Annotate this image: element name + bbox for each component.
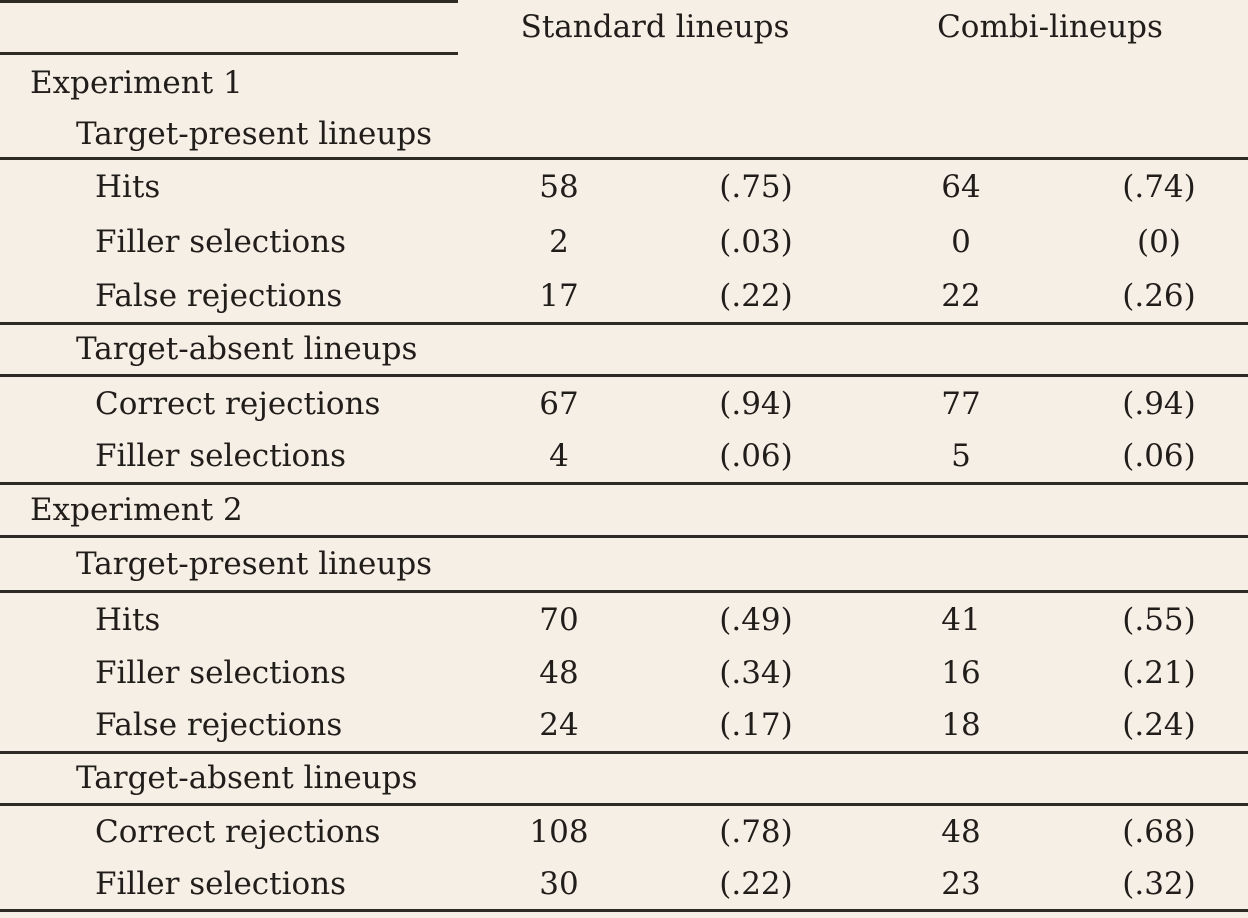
cell-standard-proportion: (.22) <box>719 277 793 314</box>
cell-combi-count: 48 <box>941 814 981 850</box>
cell-standard-count: 58 <box>539 169 579 205</box>
cell-standard-proportion: (.03) <box>719 224 793 260</box>
table-row-subsection: Target-present lineups <box>0 112 1248 160</box>
table-row-section: Experiment 1 <box>0 55 1248 112</box>
cell-standard-proportion: (.75) <box>719 169 793 205</box>
stub-header-cell <box>0 0 458 55</box>
column-header-combi-lineups: Combi-lineups <box>937 9 1163 45</box>
cell-combi-proportion: (.32) <box>1122 865 1196 902</box>
cell-standard-count: 108 <box>529 814 589 850</box>
subsection-label: Target-present lineups <box>76 545 433 582</box>
cell-combi-count: 22 <box>941 277 981 314</box>
table-header-row: Standard lineups Combi-lineups <box>0 0 1248 55</box>
row-label: Filler selections <box>95 224 347 260</box>
cell-combi-proportion: (.55) <box>1122 601 1196 638</box>
table-row: False rejections 24 (.17) 18 (.24) <box>0 700 1248 754</box>
subsection-label: Target-present lineups <box>76 116 433 152</box>
cell-standard-count: 2 <box>549 224 569 260</box>
row-label: Filler selections <box>95 655 347 691</box>
cell-combi-count: 41 <box>941 601 981 638</box>
cell-combi-count: 16 <box>941 655 981 691</box>
table-row-section: Experiment 2 <box>0 485 1248 538</box>
cell-standard-proportion: (.17) <box>719 707 793 743</box>
row-label: Filler selections <box>95 865 347 902</box>
cell-standard-count: 67 <box>539 385 579 422</box>
row-label: False rejections <box>95 277 343 314</box>
cell-standard-proportion: (.49) <box>719 601 793 638</box>
cell-combi-count: 64 <box>941 169 981 205</box>
table-row: Filler selections 48 (.34) 16 (.21) <box>0 647 1248 700</box>
cell-standard-proportion: (.94) <box>719 385 793 422</box>
subsection-label: Target-absent lineups <box>76 331 418 367</box>
cell-standard-proportion: (.22) <box>719 865 793 902</box>
cell-standard-count: 48 <box>539 655 579 691</box>
section-label: Experiment 1 <box>30 65 243 101</box>
row-label: False rejections <box>95 707 343 743</box>
table-row: False rejections 17 (.22) 22 (.26) <box>0 270 1248 325</box>
table-row: Correct rejections 108 (.78) 48 (.68) <box>0 806 1248 859</box>
cell-combi-proportion: (0) <box>1137 224 1181 260</box>
cell-combi-proportion: (.21) <box>1122 655 1196 691</box>
row-label: Correct rejections <box>95 385 381 422</box>
row-label: Hits <box>95 169 161 205</box>
cell-combi-count: 18 <box>941 707 981 743</box>
cell-standard-count: 17 <box>539 277 579 314</box>
cell-combi-proportion: (.74) <box>1122 169 1196 205</box>
table-row: Hits 58 (.75) 64 (.74) <box>0 160 1248 215</box>
cell-standard-count: 70 <box>539 601 579 638</box>
cell-combi-count: 5 <box>951 438 971 474</box>
cell-combi-proportion: (.26) <box>1122 277 1196 314</box>
table-row: Correct rejections 67 (.94) 77 (.94) <box>0 377 1248 431</box>
cell-combi-proportion: (.94) <box>1122 385 1196 422</box>
row-label: Hits <box>95 601 161 638</box>
cell-standard-count: 24 <box>539 707 579 743</box>
cell-combi-proportion: (.06) <box>1122 438 1196 474</box>
cell-standard-proportion: (.34) <box>719 655 793 691</box>
column-header-standard-lineups: Standard lineups <box>520 9 790 45</box>
cell-standard-proportion: (.06) <box>719 438 793 474</box>
row-label: Filler selections <box>95 438 347 474</box>
cell-combi-proportion: (.24) <box>1122 707 1196 743</box>
cell-standard-count: 4 <box>549 438 569 474</box>
subsection-label: Target-absent lineups <box>76 760 418 796</box>
table-row: Hits 70 (.49) 41 (.55) <box>0 593 1248 647</box>
table-row: Filler selections 30 (.22) 23 (.32) <box>0 859 1248 912</box>
cell-combi-count: 0 <box>951 224 971 260</box>
cell-combi-count: 23 <box>941 865 981 902</box>
cell-standard-proportion: (.78) <box>719 814 793 850</box>
table-row: Filler selections 4 (.06) 5 (.06) <box>0 431 1248 485</box>
cell-combi-count: 77 <box>941 385 981 422</box>
table-row-subsection: Target-absent lineups <box>0 754 1248 806</box>
table-row: Filler selections 2 (.03) 0 (0) <box>0 215 1248 270</box>
cell-standard-count: 30 <box>539 865 579 902</box>
row-label: Correct rejections <box>95 814 381 850</box>
section-label: Experiment 2 <box>30 491 243 528</box>
table-row-subsection: Target-absent lineups <box>0 325 1248 377</box>
cell-combi-proportion: (.68) <box>1122 814 1196 850</box>
table-row-subsection: Target-present lineups <box>0 538 1248 593</box>
